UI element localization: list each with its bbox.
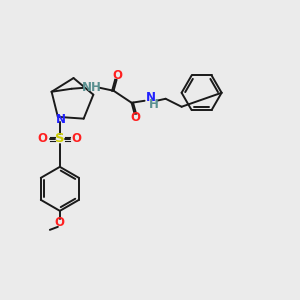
Text: O: O bbox=[112, 69, 123, 82]
Text: O: O bbox=[130, 111, 141, 124]
Text: N: N bbox=[146, 91, 156, 104]
Text: O: O bbox=[38, 132, 48, 146]
Text: S: S bbox=[55, 132, 65, 146]
Text: H: H bbox=[149, 98, 158, 111]
Text: N: N bbox=[56, 113, 66, 126]
Text: O: O bbox=[72, 132, 82, 146]
Text: O: O bbox=[55, 216, 65, 230]
Text: NH: NH bbox=[82, 81, 101, 94]
